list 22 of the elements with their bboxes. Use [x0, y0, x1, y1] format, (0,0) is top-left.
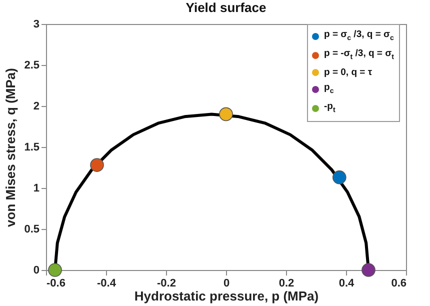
- y-tick-label: 2.5: [24, 60, 40, 72]
- y-tick-label: 0: [33, 264, 40, 276]
- x-tick-label: 0: [223, 278, 230, 290]
- x-tick-label: -0.4: [97, 278, 117, 290]
- y-tick-label: 3: [33, 18, 40, 30]
- x-axis-title: Hydrostatic pressure, p (MPa): [134, 288, 319, 304]
- legend-label: p = -σ$_{t}$ /3, q = σ$_{t}$: [324, 46, 394, 63]
- x-tick-label: 0.4: [338, 278, 356, 290]
- y-tick-label: 2: [33, 100, 40, 112]
- x-tick-label: -0.2: [157, 278, 176, 290]
- x-tick-label: -0.6: [46, 278, 66, 290]
- legend-label: p = 0, q = τ: [324, 66, 372, 80]
- y-tick-label: 1: [33, 182, 40, 194]
- legend-label: -p$_{t}$: [324, 100, 336, 116]
- chart-title: Yield surface: [186, 0, 266, 15]
- y-tick-label: 0.5: [24, 224, 40, 236]
- x-tick-label: 0.6: [391, 278, 406, 290]
- legend-label: p = σ$_{c}$ /3, q = σ$_{c}$: [324, 28, 394, 44]
- x-tick-label: 0.2: [278, 278, 294, 290]
- legend-label: p$_{c}$: [324, 80, 334, 97]
- y-axis-title: von Mises stress, q (MPa): [3, 68, 18, 227]
- y-tick-label: 1.5: [24, 142, 40, 154]
